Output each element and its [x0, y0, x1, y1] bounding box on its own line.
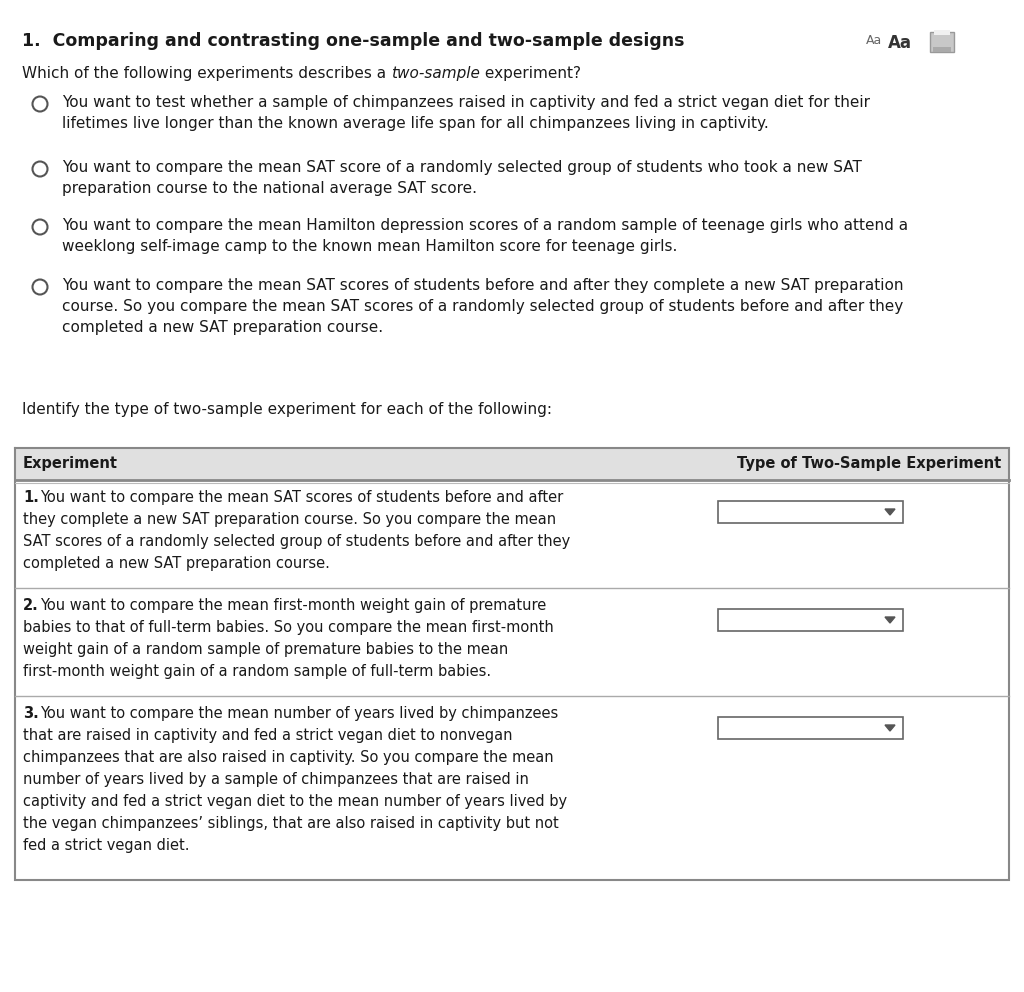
- Text: 1.: 1.: [23, 490, 39, 505]
- Text: You want to test whether a sample of chimpanzees raised in captivity and fed a s: You want to test whether a sample of chi…: [62, 95, 870, 110]
- Text: chimpanzees that are also raised in captivity. So you compare the mean: chimpanzees that are also raised in capt…: [23, 750, 554, 765]
- Text: completed a new SAT preparation course.: completed a new SAT preparation course.: [23, 556, 330, 571]
- Polygon shape: [885, 617, 895, 623]
- Text: two-sample: two-sample: [391, 66, 480, 81]
- Text: 2.: 2.: [23, 598, 39, 613]
- Text: You want to compare the mean SAT scores of students before and after they comple: You want to compare the mean SAT scores …: [62, 278, 903, 293]
- Text: that are raised in captivity and fed a strict vegan diet to nonvegan: that are raised in captivity and fed a s…: [23, 728, 512, 743]
- Text: experiment?: experiment?: [480, 66, 581, 81]
- FancyBboxPatch shape: [718, 609, 903, 631]
- FancyBboxPatch shape: [933, 47, 951, 52]
- Text: Aa: Aa: [866, 34, 883, 47]
- Polygon shape: [885, 725, 895, 731]
- Text: 3.: 3.: [23, 706, 39, 721]
- Text: Identify the type of two-sample experiment for each of the following:: Identify the type of two-sample experime…: [22, 402, 552, 417]
- Text: Aa: Aa: [888, 34, 912, 52]
- Text: fed a strict vegan diet.: fed a strict vegan diet.: [23, 838, 189, 853]
- Text: You want to compare the mean SAT scores of students before and after: You want to compare the mean SAT scores …: [40, 490, 563, 505]
- FancyBboxPatch shape: [930, 32, 954, 52]
- Polygon shape: [885, 509, 895, 515]
- Text: You want to compare the mean number of years lived by chimpanzees: You want to compare the mean number of y…: [40, 706, 558, 721]
- FancyBboxPatch shape: [15, 448, 1009, 480]
- Text: the vegan chimpanzees’ siblings, that are also raised in captivity but not: the vegan chimpanzees’ siblings, that ar…: [23, 816, 559, 831]
- Text: Experiment: Experiment: [23, 456, 118, 471]
- Text: weeklong self-image camp to the known mean Hamilton score for teenage girls.: weeklong self-image camp to the known me…: [62, 239, 677, 254]
- Text: number of years lived by a sample of chimpanzees that are raised in: number of years lived by a sample of chi…: [23, 772, 528, 787]
- FancyBboxPatch shape: [718, 501, 903, 523]
- FancyBboxPatch shape: [934, 30, 950, 35]
- Text: captivity and fed a strict vegan diet to the mean number of years lived by: captivity and fed a strict vegan diet to…: [23, 794, 567, 809]
- FancyBboxPatch shape: [718, 717, 903, 739]
- Text: babies to that of full-term babies. So you compare the mean first-month: babies to that of full-term babies. So y…: [23, 620, 554, 635]
- Text: course. So you compare the mean SAT scores of a randomly selected group of stude: course. So you compare the mean SAT scor…: [62, 299, 903, 314]
- Text: 1.  Comparing and contrasting one-sample and two-sample designs: 1. Comparing and contrasting one-sample …: [22, 32, 684, 50]
- Text: Which of the following experiments describes a: Which of the following experiments descr…: [22, 66, 391, 81]
- Text: first-month weight gain of a random sample of full-term babies.: first-month weight gain of a random samp…: [23, 664, 492, 679]
- Text: You want to compare the mean first-month weight gain of premature: You want to compare the mean first-month…: [40, 598, 546, 613]
- Text: SAT scores of a randomly selected group of students before and after they: SAT scores of a randomly selected group …: [23, 534, 570, 549]
- Text: Type of Two-Sample Experiment: Type of Two-Sample Experiment: [736, 456, 1001, 471]
- Text: You want to compare the mean Hamilton depression scores of a random sample of te: You want to compare the mean Hamilton de…: [62, 218, 908, 233]
- Text: they complete a new SAT preparation course. So you compare the mean: they complete a new SAT preparation cour…: [23, 512, 556, 527]
- Text: lifetimes live longer than the known average life span for all chimpanzees livin: lifetimes live longer than the known ave…: [62, 116, 769, 131]
- Text: weight gain of a random sample of premature babies to the mean: weight gain of a random sample of premat…: [23, 642, 508, 657]
- Text: preparation course to the national average SAT score.: preparation course to the national avera…: [62, 181, 477, 196]
- Text: You want to compare the mean SAT score of a randomly selected group of students : You want to compare the mean SAT score o…: [62, 160, 862, 175]
- Text: completed a new SAT preparation course.: completed a new SAT preparation course.: [62, 320, 383, 335]
